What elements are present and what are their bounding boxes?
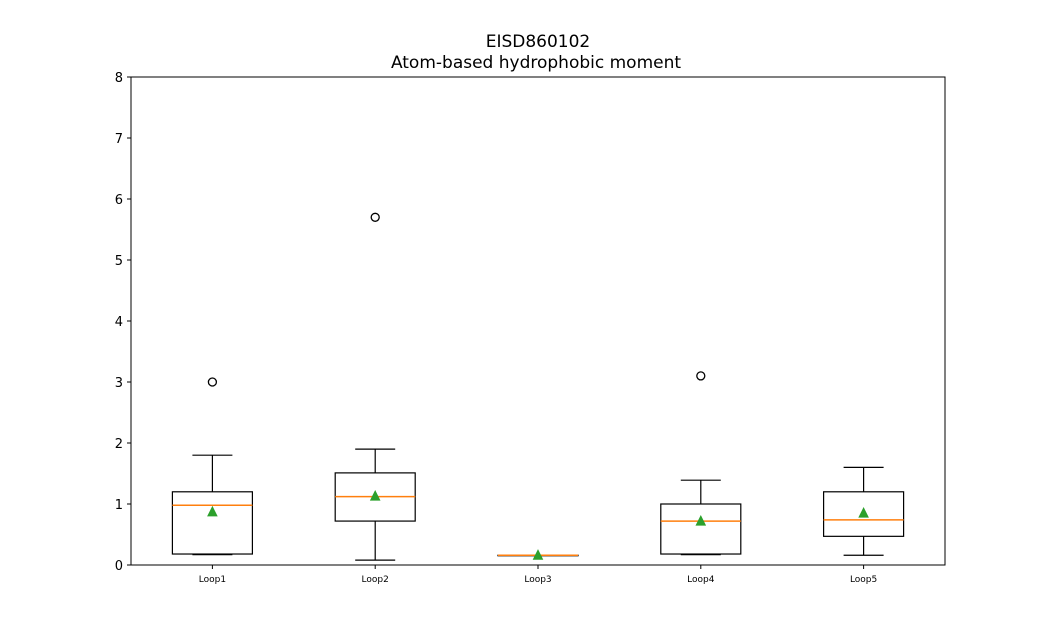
box-body [171,491,253,555]
box-loop1 [171,377,253,556]
y-tick-label: 4 [115,315,123,330]
y-axis: 0 1 2 3 4 5 6 7 8 [115,71,131,574]
box-loop4 [660,371,742,556]
mean-marker [858,507,869,518]
x-tick-label: Loop1 [199,575,226,585]
mean-marker [207,505,218,517]
y-tick-label: 8 [115,71,123,86]
y-tick-label: 6 [115,193,123,208]
mean-marker [532,549,544,560]
mean-marker [695,514,707,526]
y-tick-label: 2 [115,437,123,452]
y-tick-label: 1 [115,498,123,513]
y-tick-label: 0 [115,559,123,574]
x-axis: Loop1 Loop2 Loop3 Loop4 Loop5 [199,565,877,585]
y-tick-label: 5 [115,254,123,269]
x-tick-label: Loop2 [362,575,389,585]
x-tick-label: Loop5 [850,575,877,585]
plot-frame [130,76,946,566]
outlier-point [207,377,218,387]
outlier-point [370,212,380,222]
y-tick-label: 3 [115,376,123,391]
box-series [171,212,905,561]
box-body [660,503,742,555]
outlier-point [696,371,706,381]
box-loop3 [497,549,579,560]
box-loop2 [334,212,416,561]
x-tick-label: Loop4 [687,575,715,585]
chart-title: EISD860102 [486,32,591,52]
chart-subtitle: Atom-based hydrophobic moment [391,53,681,73]
box-body [822,491,905,537]
mean-marker [369,489,381,501]
y-tick-label: 7 [115,132,123,147]
x-tick-label: Loop3 [524,575,551,585]
box-loop5 [822,466,905,556]
